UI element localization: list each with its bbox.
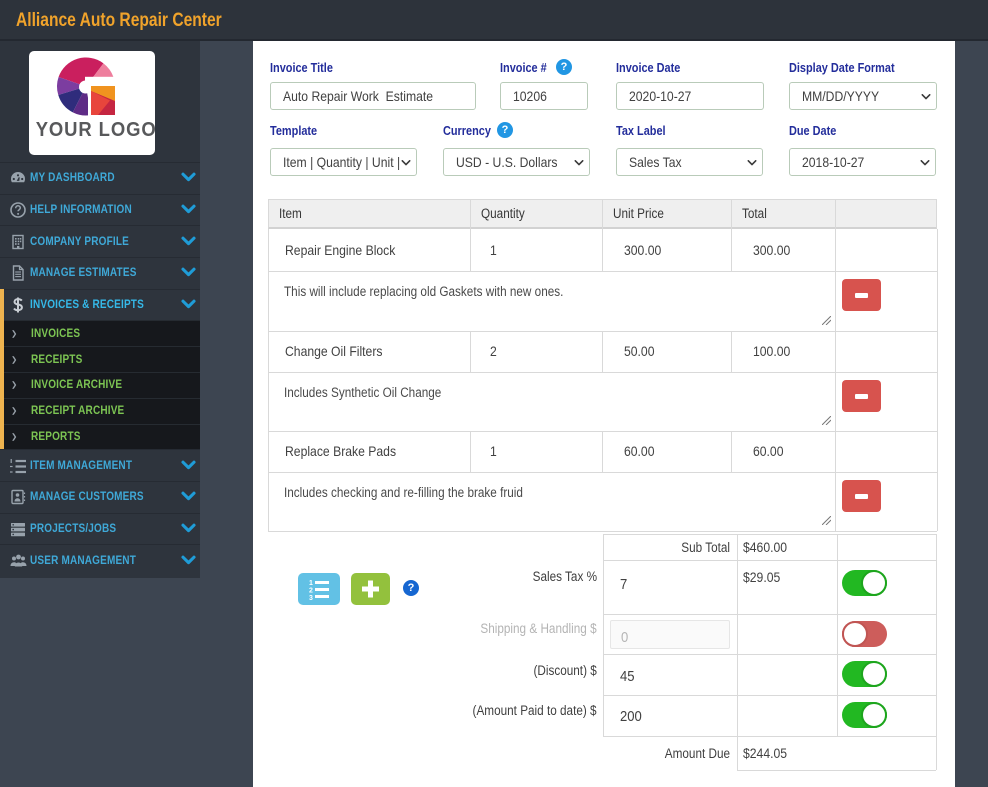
svg-text:2: 2 (309, 588, 313, 595)
svg-text:3: 3 (309, 595, 313, 602)
svg-text:1: 1 (309, 580, 313, 587)
